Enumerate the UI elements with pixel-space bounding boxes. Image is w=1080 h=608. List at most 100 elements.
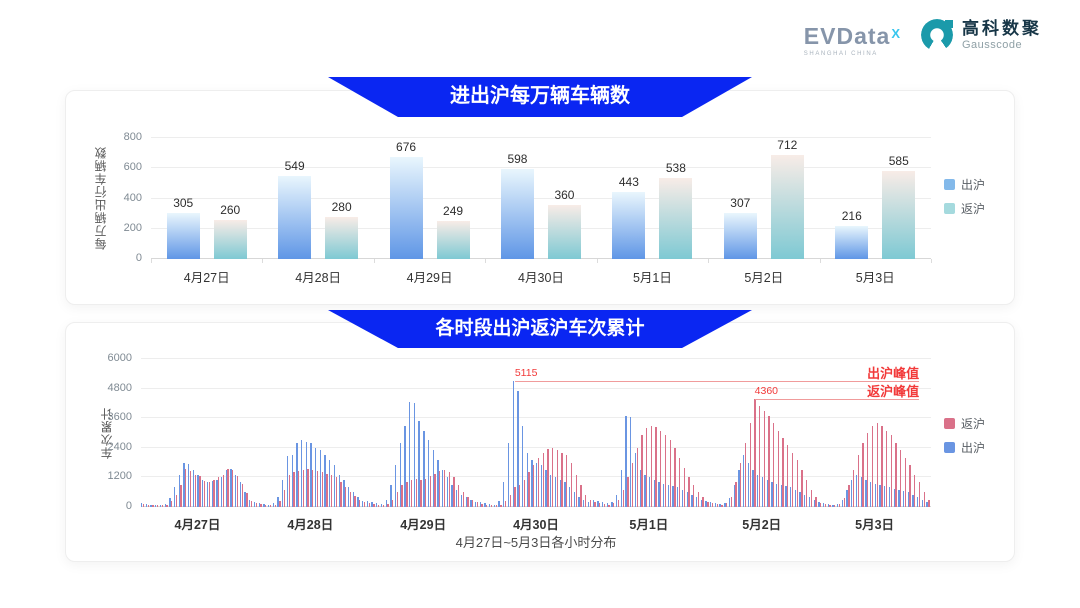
hour-bar-返沪 bbox=[340, 482, 342, 507]
hour-bar-出沪 bbox=[672, 486, 674, 507]
hour-bar-返沪 bbox=[631, 462, 634, 507]
daily-bars: 305 260 549 280 676 249 598 360 443 538 307 712 216 5… bbox=[151, 138, 931, 259]
hour-bar-出沪 bbox=[554, 477, 557, 507]
hour-slot bbox=[300, 359, 306, 507]
hour-slot bbox=[286, 359, 292, 507]
legend-item-返沪[interactable]: 返沪 bbox=[944, 200, 985, 217]
hour-bar-出沪 bbox=[714, 503, 717, 507]
hour-bar-出沪 bbox=[639, 470, 641, 507]
hour-bar-出沪 bbox=[616, 494, 618, 507]
axis-tick bbox=[596, 259, 598, 263]
hour-slot bbox=[188, 359, 193, 507]
daily-chart-title-banner: 进出沪每万辆车辆数 bbox=[328, 77, 752, 117]
hour-slot bbox=[333, 359, 339, 507]
hour-slot bbox=[451, 359, 456, 507]
x-axis-date-label: 4月30日 bbox=[513, 518, 559, 532]
legend-item-出沪[interactable]: 出沪 bbox=[944, 439, 985, 456]
hour-bar-出沪 bbox=[164, 503, 166, 507]
evdata-logo: EVDataX SHANGHAI CHINA bbox=[804, 18, 900, 57]
hour-bar-返沪 bbox=[171, 500, 173, 507]
hour-bar-返沪 bbox=[260, 504, 262, 507]
hour-bar-出沪 bbox=[644, 474, 646, 507]
hour-bar-出沪 bbox=[658, 482, 660, 507]
hour-bar-返沪 bbox=[711, 503, 714, 507]
hour-slot bbox=[202, 359, 207, 507]
hour-bar-返沪 bbox=[363, 502, 366, 507]
hour-bar-出沪 bbox=[879, 484, 881, 507]
hour-bar-返沪 bbox=[669, 440, 671, 507]
hour-slot bbox=[855, 359, 861, 507]
hour-slot bbox=[503, 359, 508, 507]
hour-bar-出沪 bbox=[611, 502, 613, 507]
hour-slot bbox=[550, 359, 555, 507]
hour-slot bbox=[267, 359, 273, 507]
hour-slot bbox=[173, 359, 179, 507]
hour-bar-返沪 bbox=[208, 482, 210, 507]
axis-tick bbox=[151, 259, 152, 263]
hour-bar-出沪 bbox=[418, 420, 420, 507]
legend-item-返沪[interactable]: 返沪 bbox=[944, 415, 985, 432]
bar-返沪 bbox=[213, 219, 247, 259]
hour-bar-返沪 bbox=[594, 502, 596, 507]
hour-bar-出沪 bbox=[484, 503, 486, 507]
hour-bar-出沪 bbox=[159, 505, 162, 507]
hour-slot bbox=[912, 359, 917, 507]
hour-bar-返沪 bbox=[867, 433, 869, 507]
bar-返沪 bbox=[770, 155, 804, 259]
hour-bar-出沪 bbox=[860, 477, 862, 507]
bar-wrap: 598 bbox=[500, 138, 534, 259]
hour-bar-返沪 bbox=[876, 423, 878, 507]
gausscode-dot-shape bbox=[945, 20, 953, 28]
bar-wrap: 260 bbox=[213, 138, 247, 259]
hour-slot bbox=[277, 359, 282, 507]
hour-bar-返沪 bbox=[218, 477, 220, 507]
hour-bar-出沪 bbox=[319, 450, 322, 507]
hour-bar-出沪 bbox=[907, 492, 909, 507]
gridline-200: 200 bbox=[124, 222, 931, 234]
daily-chart-title: 进出沪每万辆车辆数 bbox=[450, 85, 630, 107]
hour-slot bbox=[554, 359, 560, 507]
hour-bar-返沪 bbox=[674, 447, 676, 507]
hour-bar-出沪 bbox=[559, 479, 561, 507]
hour-bar-出沪 bbox=[564, 482, 566, 507]
hour-bar-出沪 bbox=[926, 502, 928, 507]
hour-bar-返沪 bbox=[222, 474, 225, 507]
hour-bar-出沪 bbox=[743, 455, 745, 507]
bar-wrap: 443 bbox=[612, 138, 646, 259]
y-tick-label: 3600 bbox=[107, 411, 132, 424]
hour-bar-出沪 bbox=[362, 500, 364, 507]
bar-value-label: 676 bbox=[396, 139, 417, 154]
hour-bar-返沪 bbox=[758, 405, 761, 507]
legend-item-出沪[interactable]: 出沪 bbox=[944, 176, 985, 193]
hour-bar-返沪 bbox=[589, 499, 591, 507]
hour-bar-返沪 bbox=[716, 504, 718, 507]
hour-slot bbox=[790, 359, 795, 507]
hour-bar-返沪 bbox=[368, 503, 370, 507]
hour-bar-出沪 bbox=[874, 483, 876, 507]
bar-wrap: 305 bbox=[166, 138, 200, 259]
hour-bar-返沪 bbox=[504, 500, 507, 507]
hour-bar-出沪 bbox=[357, 497, 359, 507]
hour-bar-出沪 bbox=[822, 503, 825, 507]
y-tick-label: 1200 bbox=[107, 470, 132, 483]
hour-bar-返沪 bbox=[923, 492, 925, 507]
hour-slot bbox=[357, 359, 362, 507]
hour-bar-返沪 bbox=[820, 503, 822, 507]
hour-bar-出沪 bbox=[456, 489, 458, 507]
bar-value-label: 216 bbox=[841, 209, 862, 224]
hour-bar-返沪 bbox=[838, 504, 841, 507]
bar-wrap: 216 bbox=[835, 138, 869, 259]
hour-slot bbox=[211, 359, 217, 507]
bar-group-5月3日: 216 585 bbox=[820, 138, 931, 259]
hour-slot bbox=[404, 359, 409, 507]
hour-bar-返沪 bbox=[194, 474, 196, 507]
hour-bar-出沪 bbox=[606, 503, 608, 507]
hour-bar-出沪 bbox=[150, 504, 152, 507]
x-axis-date-label: 4月30日 bbox=[518, 271, 564, 285]
hour-bar-返沪 bbox=[735, 482, 737, 507]
hour-slot bbox=[460, 359, 466, 507]
hour-bar-返沪 bbox=[142, 504, 145, 507]
bar-wrap: 249 bbox=[436, 138, 470, 259]
hour-slot bbox=[315, 359, 320, 507]
hour-bar-出沪 bbox=[169, 498, 171, 507]
